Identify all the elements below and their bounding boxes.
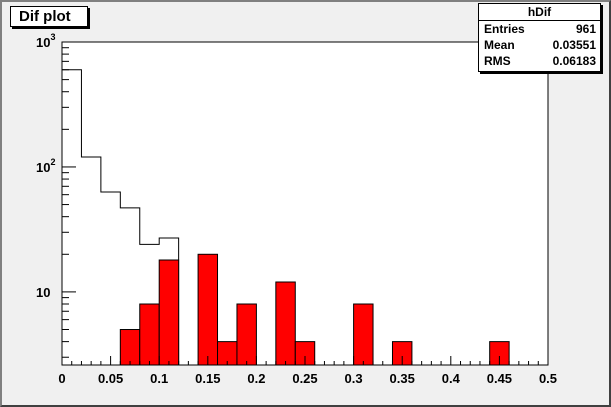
histogram-bar bbox=[197, 253, 219, 366]
y-tick-label: 10 bbox=[36, 285, 50, 300]
histogram-outline bbox=[62, 69, 180, 365]
stats-label: RMS bbox=[484, 54, 511, 68]
histogram-bar bbox=[119, 329, 141, 366]
x-tick-label: 0.3 bbox=[345, 371, 363, 386]
histogram-bar bbox=[275, 281, 296, 366]
stats-value: 0.06183 bbox=[552, 54, 596, 68]
x-tick-label: 0.5 bbox=[539, 371, 557, 386]
x-tick-label: 0.4 bbox=[442, 371, 461, 386]
x-tick-label: 0.05 bbox=[98, 371, 123, 386]
stats-label: Mean bbox=[484, 38, 515, 52]
histogram-bar bbox=[353, 303, 374, 366]
x-tick-label: 0 bbox=[58, 371, 65, 386]
x-tick-label: 0.1 bbox=[150, 371, 168, 386]
stats-box: hDif Entries 961 Mean 0.03551 RMS 0.0618… bbox=[478, 3, 601, 72]
stats-box-title: hDif bbox=[527, 5, 552, 19]
stats-divider bbox=[479, 20, 600, 21]
stats-value: 961 bbox=[575, 22, 596, 36]
y-tick-label: 102 bbox=[36, 157, 55, 175]
stats-label: Entries bbox=[484, 22, 525, 36]
plot-title-text: Dif plot bbox=[19, 8, 71, 25]
histogram-bar bbox=[236, 303, 257, 366]
x-tick-label: 0.45 bbox=[487, 371, 512, 386]
plot-area bbox=[62, 42, 548, 365]
stats-row-entries: Entries 961 bbox=[484, 22, 596, 38]
x-tick-label: 0.2 bbox=[247, 371, 265, 386]
stats-row-rms: RMS 0.06183 bbox=[484, 54, 596, 70]
histogram-bar bbox=[139, 303, 160, 366]
x-tick-label: 0.15 bbox=[195, 371, 220, 386]
x-tick-label: 0.25 bbox=[292, 371, 317, 386]
histogram-bar bbox=[158, 259, 180, 366]
stats-value: 0.03551 bbox=[552, 38, 596, 52]
plot-title: Dif plot bbox=[10, 6, 88, 27]
y-tick-label: 103 bbox=[36, 32, 55, 50]
stats-row-mean: Mean 0.03551 bbox=[484, 38, 596, 54]
x-tick-label: 0.35 bbox=[390, 371, 415, 386]
